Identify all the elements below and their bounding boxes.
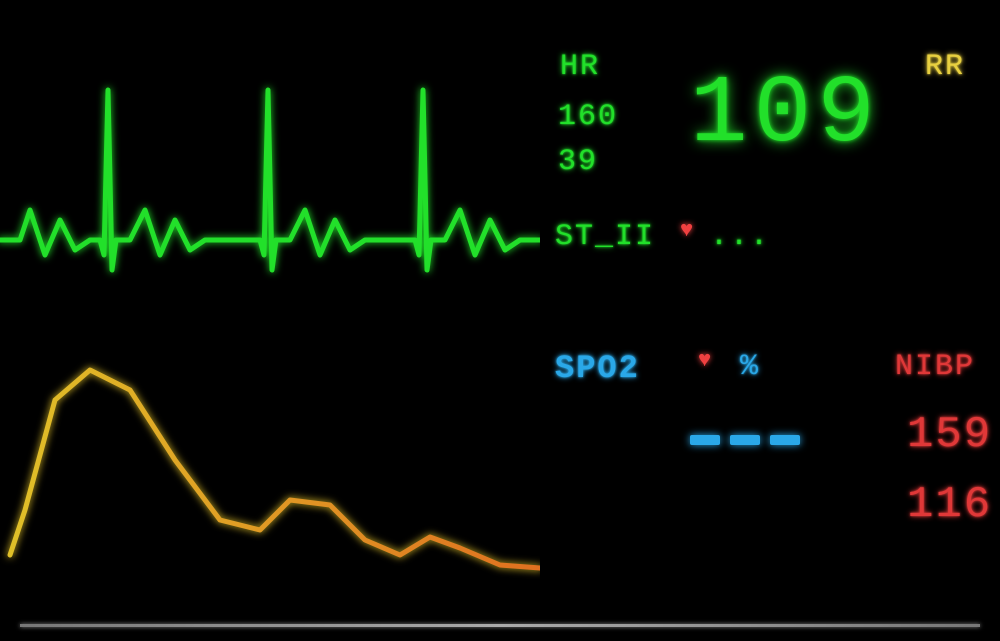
spo2-unit: %: [740, 350, 760, 384]
alarm-heart-icon: ♥: [698, 348, 711, 373]
st-segment-label: ST_II: [555, 220, 655, 254]
ecg-waveform: [0, 40, 540, 300]
hr-upper-limit: 160: [558, 100, 618, 134]
hr-label: HR: [560, 50, 600, 84]
nibp-diastolic: 116: [907, 480, 992, 530]
spo2-label: SPO2: [555, 350, 640, 387]
screen-divider: [20, 624, 980, 627]
rr-label: RR: [925, 50, 965, 84]
pleth-waveform: [0, 330, 540, 590]
alarm-heart-icon: ♥: [680, 218, 693, 243]
spo2-value-placeholder: [690, 435, 800, 445]
hr-value: 109: [690, 60, 881, 169]
nibp-label: NIBP: [895, 350, 975, 384]
nibp-systolic: 159: [907, 410, 992, 460]
hr-lower-limit: 39: [558, 145, 598, 179]
patient-monitor-screen: HR 160 39 109 RR ST_II ♥ ... SPO2 ♥ % NI…: [0, 0, 1000, 641]
st-segment-value: ...: [710, 220, 770, 254]
